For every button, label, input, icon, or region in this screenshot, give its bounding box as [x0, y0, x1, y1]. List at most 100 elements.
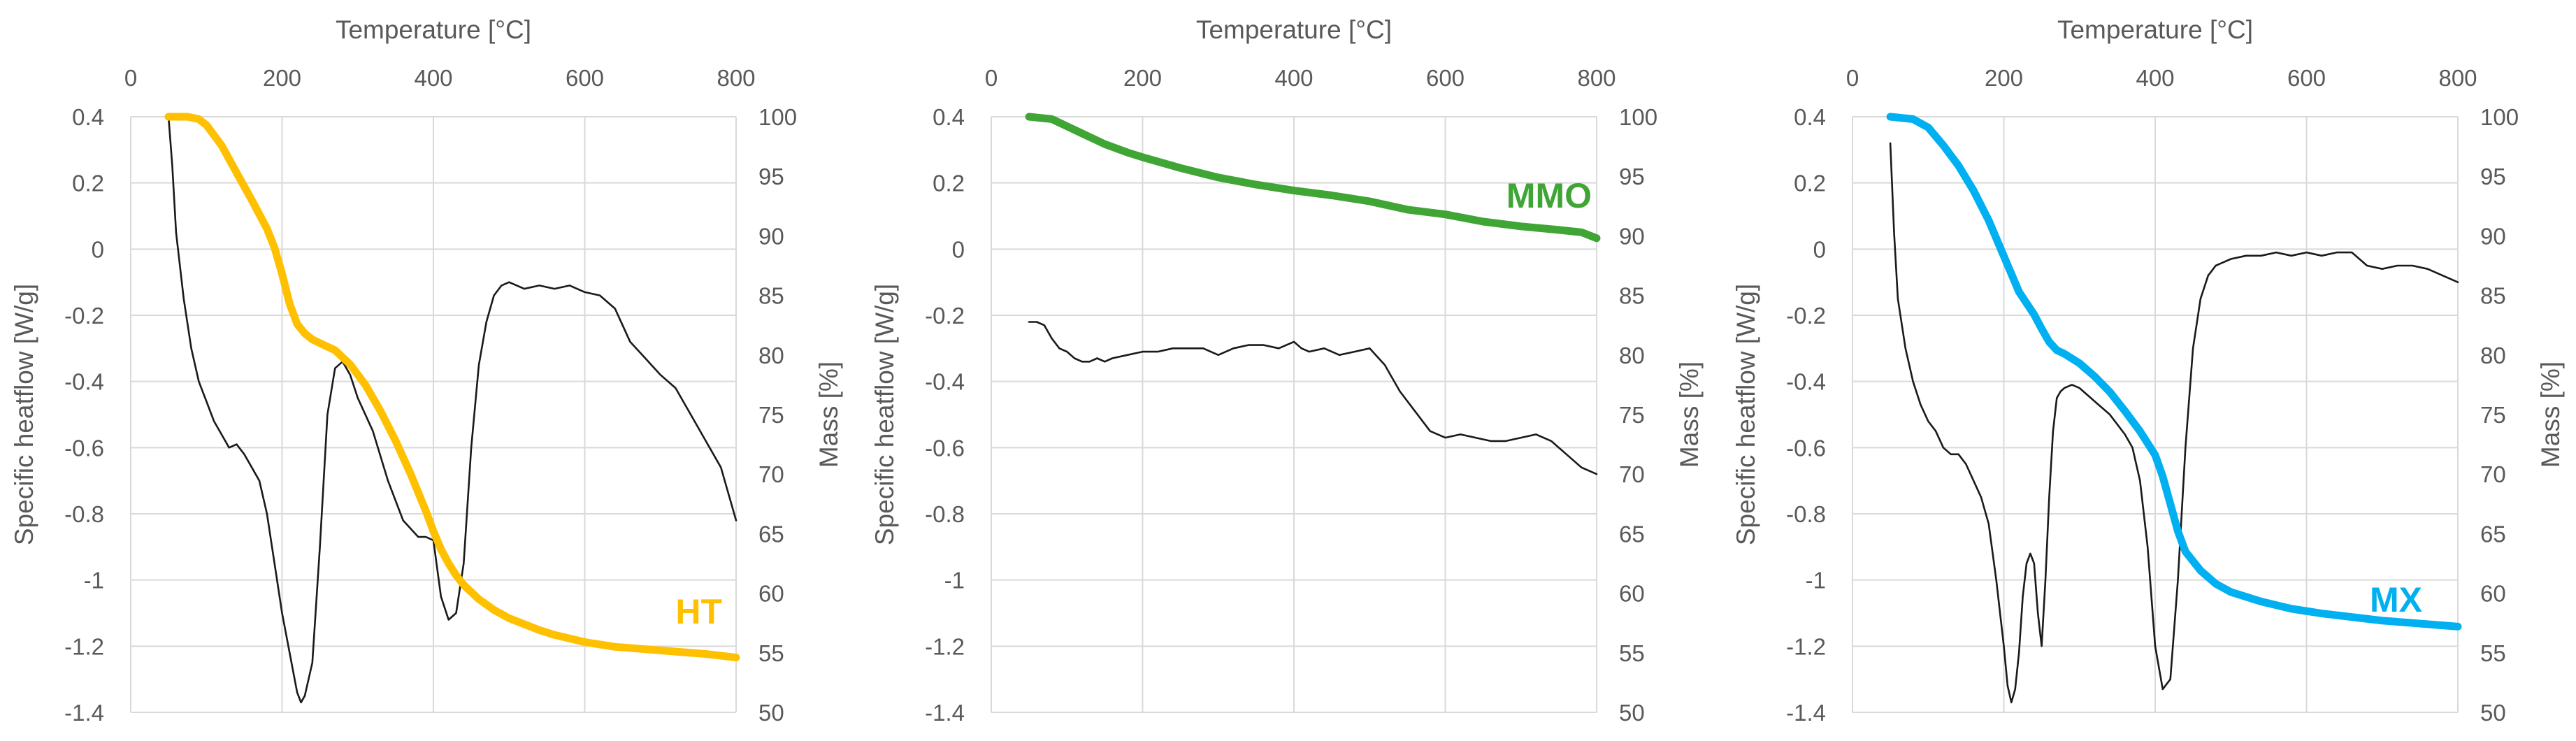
y-axis-title: Specific heatflow [W/g] — [1732, 284, 1760, 545]
series-label: MX — [2370, 580, 2422, 619]
y-tick-label: 0 — [1813, 236, 1826, 262]
y-tick-label: -1.4 — [1786, 700, 1826, 726]
y-tick-label: 0.4 — [1794, 104, 1826, 130]
x-tick-label: 200 — [1985, 65, 2023, 91]
y-axis-title: Specific heatflow [W/g] — [870, 284, 899, 545]
y2-axis-title: Mass [%] — [814, 361, 843, 468]
y2-tick-label: 90 — [758, 223, 784, 249]
y-tick-label: -0.6 — [1786, 435, 1826, 461]
y-tick-label: -0.2 — [925, 303, 965, 329]
y-tick-label: 0.4 — [933, 104, 965, 130]
y-tick-label: 0.2 — [933, 171, 965, 196]
x-axis-title: Temperature [°C] — [336, 15, 531, 44]
y-tick-label: -1 — [944, 568, 965, 593]
y2-tick-label: 50 — [2480, 700, 2506, 726]
y-tick-label: -1.2 — [1786, 633, 1826, 659]
y-tick-label: -0.8 — [64, 501, 104, 527]
y2-tick-label: 100 — [2480, 104, 2519, 130]
mass-series-line — [1025, 113, 1601, 243]
panel-mmo: 0 200 400 600 800 0.4 0.2 0 -0.2 -0.4 -0.6 -0.8 -1 -1… — [870, 15, 1704, 726]
x-tick-label: 800 — [2438, 65, 2477, 91]
y2-tick-label: 80 — [2480, 343, 2506, 368]
y-tick-label: -0.2 — [1786, 303, 1826, 329]
x-tick-label: 0 — [1846, 65, 1859, 91]
x-tick-label: 0 — [985, 65, 998, 91]
y-tick-label: 0.2 — [72, 171, 104, 196]
y2-tick-label: 55 — [1619, 640, 1645, 666]
x-axis-title: Temperature [°C] — [2057, 15, 2253, 44]
x-tick-label: 400 — [1274, 65, 1313, 91]
y-tick-label: 0 — [92, 236, 104, 262]
y2-tick-label: 50 — [1619, 700, 1645, 726]
panel-ht: 0 200 400 600 800 0.4 0.2 0 -0.2 -0.4 -0.6 -0.8 -1 -1… — [10, 15, 843, 726]
heatflow-series-line — [1889, 142, 2459, 704]
y-tick-label: -1.2 — [925, 633, 965, 659]
y2-tick-label: 65 — [758, 521, 784, 547]
panel-mx: 0 200 400 600 800 0.4 0.2 0 -0.2 -0.4 -0.6 -0.8 -1 -1… — [1732, 15, 2565, 726]
y2-tick-label: 60 — [758, 581, 784, 607]
y2-tick-label: 95 — [1619, 164, 1645, 189]
y2-axis-title: Mass [%] — [2536, 361, 2565, 468]
y-tick-label: -1 — [84, 568, 104, 593]
y2-tick-label: 100 — [758, 104, 797, 130]
y2-tick-label: 60 — [2480, 581, 2506, 607]
x-axis-title: Temperature [°C] — [1196, 15, 1392, 44]
y2-tick-label: 90 — [2480, 223, 2506, 249]
y-tick-label: -0.2 — [64, 303, 104, 329]
y2-tick-label: 95 — [758, 164, 784, 189]
y2-tick-label: 80 — [1619, 343, 1645, 368]
mass-series-line — [1886, 113, 2462, 631]
x-tick-label: 800 — [1577, 65, 1616, 91]
y2-tick-label: 80 — [758, 343, 784, 368]
y2-tick-label: 70 — [758, 461, 784, 487]
y-tick-label: -1.2 — [64, 633, 104, 659]
x-tick-label: 400 — [2136, 65, 2174, 91]
y-tick-label: -1 — [1806, 568, 1826, 593]
x-tick-label: 600 — [566, 65, 604, 91]
heatflow-series-line — [1028, 321, 1598, 475]
y2-tick-label: 85 — [758, 283, 784, 309]
series-label: MMO — [1506, 176, 1592, 215]
y2-axis-title: Mass [%] — [1675, 361, 1704, 468]
x-tick-label: 200 — [1123, 65, 1162, 91]
x-tick-label: 200 — [263, 65, 301, 91]
heatflow-series-line — [167, 115, 737, 704]
y-tick-label: -0.6 — [925, 435, 965, 461]
y2-tick-label: 75 — [1619, 402, 1645, 428]
y2-tick-label: 65 — [1619, 521, 1645, 547]
y-tick-label: -0.6 — [64, 435, 104, 461]
y-axis-title: Specific heatflow [W/g] — [10, 284, 38, 545]
y-tick-label: -1.4 — [64, 700, 104, 726]
y-tick-label: -1.4 — [925, 700, 965, 726]
y-tick-label: -0.4 — [1786, 369, 1826, 395]
x-tick-label: 400 — [414, 65, 452, 91]
x-tick-label: 800 — [717, 65, 755, 91]
y2-tick-label: 70 — [2480, 461, 2506, 487]
y2-tick-label: 95 — [2480, 164, 2506, 189]
y2-tick-label: 60 — [1619, 581, 1645, 607]
y2-tick-label: 70 — [1619, 461, 1645, 487]
x-tick-label: 0 — [124, 65, 137, 91]
y-tick-label: -0.4 — [64, 369, 104, 395]
y-tick-label: 0.4 — [72, 104, 104, 130]
x-tick-label: 600 — [2287, 65, 2326, 91]
y2-tick-label: 55 — [2480, 640, 2506, 666]
series-label: HT — [675, 592, 722, 631]
mass-series-line — [164, 113, 740, 662]
y2-tick-label: 55 — [758, 640, 784, 666]
y-tick-label: 0 — [952, 236, 965, 262]
y-tick-label: -0.8 — [925, 501, 965, 527]
y2-tick-label: 90 — [1619, 223, 1645, 249]
y-tick-label: 0.2 — [1794, 171, 1826, 196]
y2-tick-label: 100 — [1619, 104, 1657, 130]
y-tick-label: -0.8 — [1786, 501, 1826, 527]
y2-tick-label: 65 — [2480, 521, 2506, 547]
x-tick-label: 600 — [1426, 65, 1465, 91]
y-tick-label: -0.4 — [925, 369, 965, 395]
y2-tick-label: 75 — [2480, 402, 2506, 428]
y2-tick-label: 75 — [758, 402, 784, 428]
y2-tick-label: 50 — [758, 700, 784, 726]
y2-tick-label: 85 — [2480, 283, 2506, 309]
y2-tick-label: 85 — [1619, 283, 1645, 309]
